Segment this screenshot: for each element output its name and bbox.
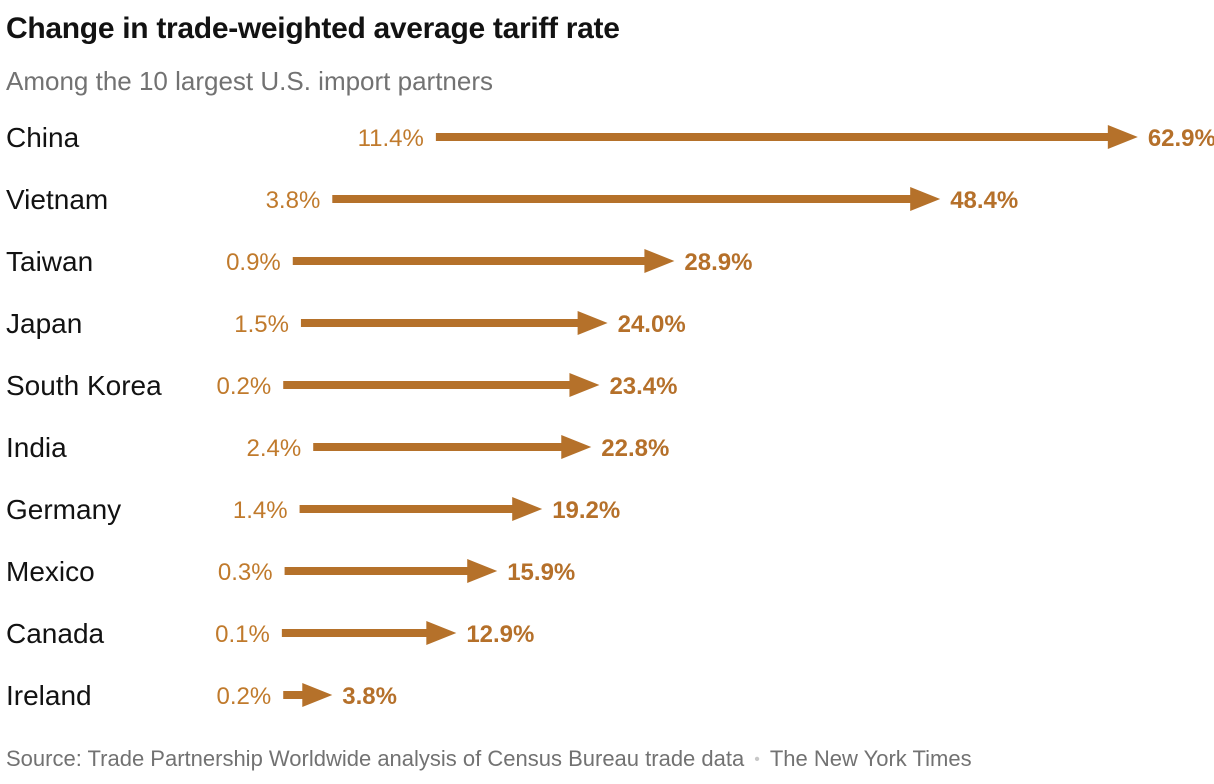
end-value-label: 23.4% xyxy=(609,373,677,400)
chart-title: Change in trade-weighted average tariff … xyxy=(6,12,620,45)
change-arrow xyxy=(435,125,1138,149)
country-label: Ireland xyxy=(6,680,92,711)
row-india: India 2.4% 22.8% xyxy=(6,432,669,463)
change-arrow xyxy=(332,187,941,211)
end-value-label: 22.8% xyxy=(601,435,669,462)
start-value-label: 0.9% xyxy=(226,249,281,276)
country-label: Germany xyxy=(6,494,121,525)
change-arrow xyxy=(292,249,675,273)
start-value-label: 0.2% xyxy=(217,683,272,710)
start-value-label: 1.4% xyxy=(233,497,288,524)
end-value-label: 15.9% xyxy=(507,559,575,586)
row-ireland: Ireland 0.2% 3.8% xyxy=(6,680,397,711)
change-arrow xyxy=(300,311,608,335)
start-value-label: 3.8% xyxy=(266,187,321,214)
change-arrow xyxy=(313,435,592,459)
country-label: Japan xyxy=(6,308,82,339)
country-label: Vietnam xyxy=(6,184,108,215)
country-label: China xyxy=(6,122,80,153)
chart-subtitle: Among the 10 largest U.S. import partner… xyxy=(6,66,494,96)
row-vietnam: Vietnam 3.8% 48.4% xyxy=(6,184,1018,215)
start-value-label: 0.3% xyxy=(218,559,273,586)
end-value-label: 3.8% xyxy=(342,683,397,710)
country-label: South Korea xyxy=(6,370,162,401)
row-china: China 11.4% 62.9% xyxy=(6,122,1214,153)
row-taiwan: Taiwan 0.9% 28.9% xyxy=(6,246,752,277)
start-value-label: 11.4% xyxy=(358,125,424,152)
start-value-label: 1.5% xyxy=(234,311,289,338)
country-label: India xyxy=(6,432,67,463)
chart-footer: Source: Trade Partnership Worldwide anal… xyxy=(6,746,972,772)
end-value-label: 19.2% xyxy=(552,497,620,524)
arrow-chart: China 11.4% 62.9% Vietnam 3.8% 48.4% Taiwan 0.9… xyxy=(6,122,1214,711)
change-arrow xyxy=(299,497,543,521)
start-value-label: 0.2% xyxy=(217,373,272,400)
change-arrow xyxy=(283,683,333,707)
country-label: Taiwan xyxy=(6,246,93,277)
source-note: Source: Trade Partnership Worldwide anal… xyxy=(6,746,745,771)
country-label: Canada xyxy=(6,618,105,649)
row-canada: Canada 0.1% 12.9% xyxy=(6,618,534,649)
change-arrow xyxy=(283,373,600,397)
end-value-label: 28.9% xyxy=(684,249,752,276)
row-japan: Japan 1.5% 24.0% xyxy=(6,308,686,339)
separator-dot: • xyxy=(754,751,760,768)
row-mexico: Mexico 0.3% 15.9% xyxy=(6,556,575,587)
change-arrow xyxy=(284,559,498,583)
row-germany: Germany 1.4% 19.2% xyxy=(6,494,620,525)
start-value-label: 0.1% xyxy=(215,621,270,648)
end-value-label: 24.0% xyxy=(618,311,686,338)
country-label: Mexico xyxy=(6,556,95,587)
end-value-label: 48.4% xyxy=(950,187,1018,214)
start-value-label: 2.4% xyxy=(247,435,302,462)
credit-label: The New York Times xyxy=(769,746,972,771)
end-value-label: 12.9% xyxy=(466,621,534,648)
end-value-label: 62.9% xyxy=(1148,125,1214,152)
row-south-korea: South Korea 0.2% 23.4% xyxy=(6,370,678,401)
change-arrow xyxy=(281,621,457,645)
